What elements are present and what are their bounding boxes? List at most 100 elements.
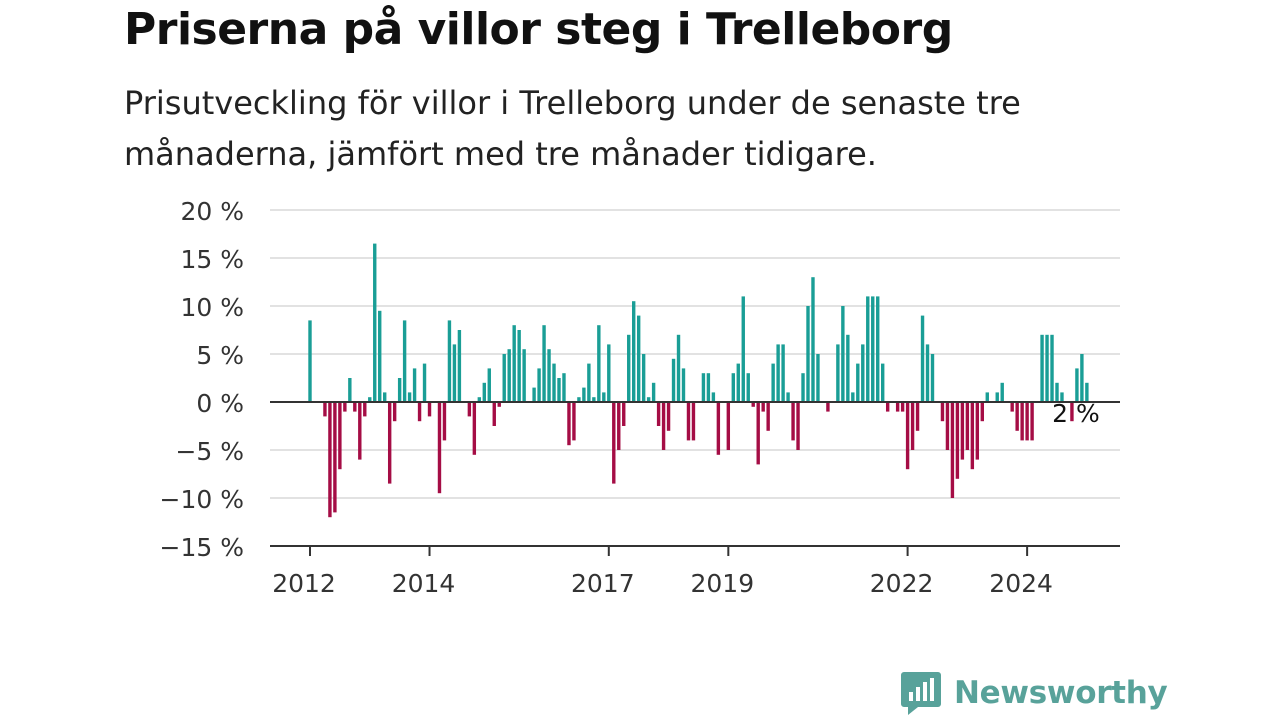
y-tick-label: 15 % (180, 245, 244, 274)
bar (592, 397, 596, 402)
bar (711, 392, 716, 402)
bar (786, 392, 790, 402)
bar (736, 363, 740, 402)
x-tick-label: 2017 (571, 569, 635, 598)
bar (572, 402, 576, 441)
bar (467, 402, 472, 417)
bar (567, 402, 571, 446)
bar (1020, 402, 1024, 441)
bar (861, 344, 865, 402)
bar (507, 349, 511, 402)
bar (412, 368, 417, 402)
bar (392, 402, 397, 422)
bar (641, 354, 646, 402)
bar (716, 402, 721, 455)
bar (955, 402, 960, 479)
bar (328, 402, 332, 518)
x-tick-label: 2019 (691, 569, 755, 598)
chart-title: Priserna på villor steg i Trelleborg (124, 4, 953, 55)
bar (826, 402, 830, 412)
bar (542, 325, 546, 402)
bar (537, 368, 541, 402)
bar (950, 402, 955, 498)
bars (308, 243, 1089, 518)
bar (1055, 382, 1059, 402)
bar (532, 387, 536, 402)
bar (920, 315, 925, 402)
bar (547, 349, 551, 402)
bar (771, 363, 775, 402)
y-tick-label: 10 % (180, 293, 244, 322)
bar (761, 402, 765, 412)
bar (482, 382, 486, 402)
bar (681, 368, 686, 402)
bar (756, 402, 760, 465)
chart-subtitle: Prisutveckling för villor i Trelleborg u… (124, 84, 1021, 173)
bar (1070, 402, 1074, 422)
bar (338, 402, 342, 470)
bar (422, 363, 427, 402)
bar (402, 320, 407, 402)
y-tick-label: 20 % (180, 197, 244, 226)
y-tick-label: −5 % (175, 437, 244, 466)
x-tick-label: 2014 (392, 569, 456, 598)
x-tick-label: 2012 (272, 569, 336, 598)
bar (766, 402, 770, 431)
bar (661, 402, 666, 450)
bar (407, 392, 412, 402)
bar (427, 402, 432, 417)
bar (417, 402, 422, 422)
bar (562, 373, 566, 402)
bar (905, 402, 910, 470)
bar (930, 354, 935, 402)
bar (472, 402, 477, 455)
bar (895, 402, 900, 412)
bar (945, 402, 950, 450)
bar (781, 344, 785, 402)
bar (871, 296, 875, 402)
bar (776, 344, 780, 402)
bar (587, 363, 591, 402)
bar (751, 402, 755, 407)
brand-name: Newsworthy (954, 675, 1168, 711)
bar (816, 354, 820, 402)
bar (358, 402, 362, 460)
bar (910, 402, 915, 450)
bar (965, 402, 970, 450)
annotation-label: 2 % (1052, 399, 1100, 428)
bar (980, 402, 984, 422)
brand: Newsworthy (900, 668, 1168, 718)
bar (387, 402, 392, 484)
bar (691, 402, 696, 441)
bar (866, 296, 870, 402)
bar (836, 344, 840, 402)
grid-lines (270, 209, 1120, 499)
bar (656, 402, 661, 426)
bar (975, 402, 980, 460)
bar (741, 296, 745, 402)
bar (1000, 382, 1004, 402)
bar (492, 402, 496, 426)
bar (602, 392, 606, 402)
bar (363, 402, 367, 417)
bar (368, 397, 372, 402)
bar (995, 392, 999, 402)
bar (985, 392, 989, 402)
bar (512, 325, 516, 402)
bar (731, 373, 735, 402)
bar (925, 344, 930, 402)
bar (876, 296, 880, 402)
bar (1010, 402, 1014, 412)
bar (671, 358, 676, 402)
bar (373, 243, 377, 402)
bar (607, 344, 611, 402)
bar (397, 378, 402, 402)
y-tick-label: 0 % (196, 389, 244, 418)
bar (746, 373, 750, 402)
bar (383, 392, 387, 402)
bar (437, 402, 442, 494)
newsworthy-logo-icon (901, 672, 941, 715)
x-tick-label: 2024 (989, 569, 1053, 598)
bar (881, 363, 885, 402)
